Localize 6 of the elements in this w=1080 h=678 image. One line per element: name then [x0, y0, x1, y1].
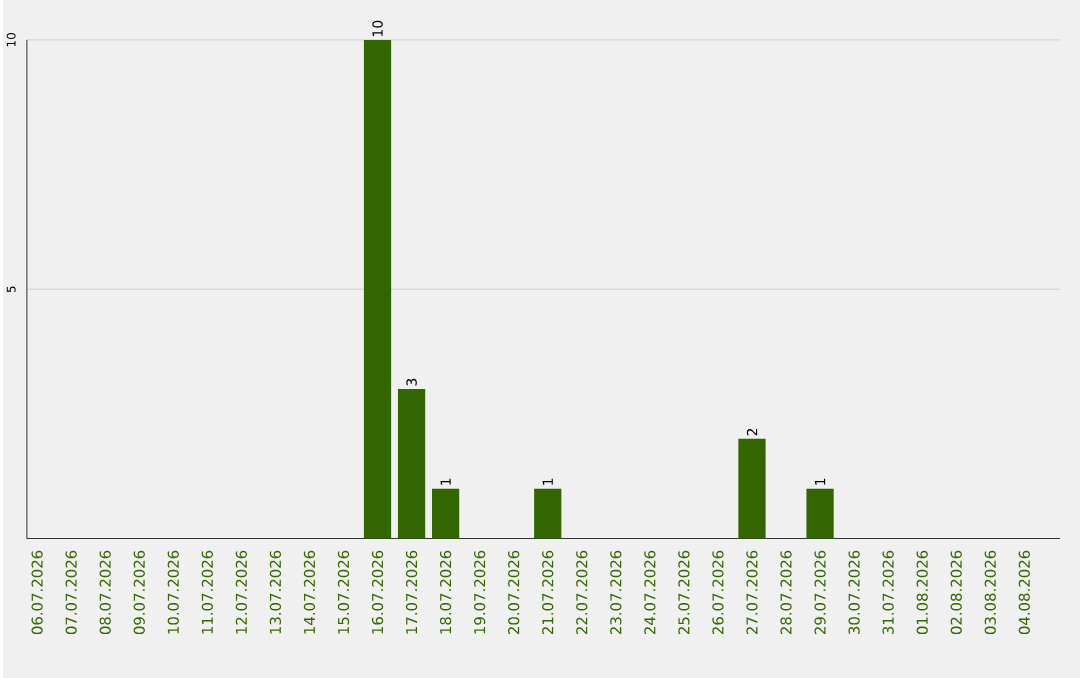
bar	[397, 388, 426, 539]
bar	[363, 39, 392, 539]
bar	[806, 488, 834, 539]
bar	[432, 488, 460, 539]
bar	[534, 488, 562, 539]
bar	[738, 438, 766, 539]
